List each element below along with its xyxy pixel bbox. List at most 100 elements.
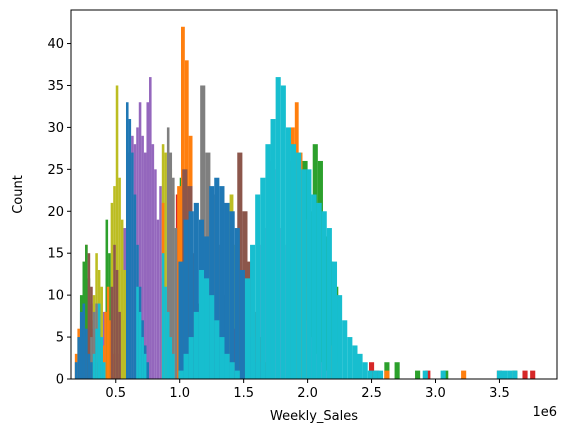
x-tick-label: 1.5 xyxy=(233,386,254,401)
histogram-bar xyxy=(461,370,467,379)
histogram-bar xyxy=(141,135,144,379)
histogram-bar xyxy=(118,177,121,379)
histogram-bar xyxy=(166,311,170,379)
histogram-bar xyxy=(372,370,378,379)
histogram-bar xyxy=(331,261,338,379)
x-tick-label: 2.0 xyxy=(297,386,318,401)
histogram-bar xyxy=(280,85,286,379)
histogram-bar xyxy=(133,194,137,379)
histogram-bar xyxy=(77,337,80,379)
histogram-bar xyxy=(90,362,93,379)
histogram-bar xyxy=(285,127,291,379)
histogram-bar xyxy=(422,370,428,379)
histogram-bar xyxy=(164,286,167,379)
histogram-bar xyxy=(128,119,132,380)
histogram-bar xyxy=(234,370,240,379)
histogram-bar xyxy=(507,370,513,379)
histogram-bar xyxy=(224,353,230,379)
histogram-bar xyxy=(151,144,155,379)
histogram-bar xyxy=(530,370,536,379)
plot-frame xyxy=(70,9,558,380)
histogram-bar xyxy=(106,286,110,379)
histogram-bar xyxy=(149,77,152,379)
histogram-bar xyxy=(95,328,98,379)
histogram-bar xyxy=(102,362,106,379)
histogram-bar xyxy=(115,85,119,379)
histogram-bar xyxy=(244,278,251,379)
histogram-bar xyxy=(188,337,194,379)
histogram-bar xyxy=(143,353,147,379)
histogram-bar xyxy=(183,219,189,379)
histogram-bar xyxy=(229,211,235,379)
histogram-bar xyxy=(169,337,173,379)
histogram-bar xyxy=(87,353,91,379)
histogram-bar xyxy=(115,269,119,379)
histogram-bar xyxy=(113,244,116,379)
histogram-bar xyxy=(118,311,121,379)
histogram-bar xyxy=(362,362,368,379)
histogram-bar xyxy=(193,202,199,379)
histogram-bars xyxy=(74,26,536,380)
histogram-bar xyxy=(204,278,210,379)
histogram-bar xyxy=(120,219,124,379)
histogram-bar xyxy=(440,370,446,379)
y-tick-label: 5 xyxy=(56,331,64,346)
histogram-bar xyxy=(169,152,173,379)
y-tick-label: 10 xyxy=(47,289,64,304)
histogram-bar xyxy=(321,211,327,379)
y-axis-label: Count xyxy=(11,175,26,214)
histogram-bar xyxy=(214,320,220,379)
histogram-bar xyxy=(90,286,93,379)
x-axis-label: Weekly_Sales xyxy=(270,409,358,424)
histogram-bar xyxy=(229,362,235,379)
histogram-bar xyxy=(123,269,126,379)
histogram-bar xyxy=(100,337,103,379)
histogram-bar xyxy=(415,370,421,379)
histogram-bar xyxy=(166,127,170,379)
histogram-bar xyxy=(265,144,271,379)
y-tick-label: 30 xyxy=(47,121,64,136)
histogram-bar xyxy=(178,370,184,379)
histogram-bar xyxy=(352,345,358,379)
histogram-bar xyxy=(270,119,276,380)
histogram-bar xyxy=(82,303,86,379)
histogram-bar xyxy=(141,337,144,379)
histogram-bar xyxy=(159,186,162,379)
histogram-bar xyxy=(125,102,129,379)
histogram-bar xyxy=(496,370,503,379)
histogram-bar xyxy=(146,362,150,379)
x-tick-label: 0.5 xyxy=(105,386,126,401)
histogram-bar xyxy=(85,244,88,379)
histogram-bar xyxy=(219,186,225,379)
histogram-bar xyxy=(138,102,142,379)
histogram-bar xyxy=(178,261,184,379)
histogram-bar xyxy=(172,353,175,379)
histogram-bar xyxy=(255,194,261,379)
x-tick-label: 3.5 xyxy=(489,386,510,401)
histogram-bar xyxy=(183,353,189,379)
histogram-bar xyxy=(214,177,220,379)
histogram-bar xyxy=(219,337,225,379)
histogram-bar xyxy=(357,353,363,379)
histogram-bar xyxy=(87,253,91,379)
y-tick-label: 40 xyxy=(47,37,64,52)
histogram-bar xyxy=(104,311,107,379)
histogram-series-10 xyxy=(92,77,518,380)
y-axis-ticks: 0 5 10 15 20 25 30 35 40 xyxy=(47,37,71,388)
histogram-bar xyxy=(209,295,215,379)
y-tick-label: 35 xyxy=(47,79,64,94)
histogram-bar xyxy=(74,362,78,379)
histogram-bar xyxy=(143,152,147,379)
histogram-bar xyxy=(110,286,114,379)
histogram-bar xyxy=(311,194,317,379)
histogram-bar xyxy=(79,311,83,379)
histogram-bar xyxy=(92,311,96,379)
y-tick-label: 15 xyxy=(47,247,64,262)
histogram-bar xyxy=(172,177,175,379)
histogram-bar xyxy=(193,311,199,379)
histogram-bar xyxy=(224,202,230,379)
y-tick-label: 0 xyxy=(56,373,64,388)
y-tick-label: 25 xyxy=(47,163,64,178)
histogram-bar xyxy=(275,77,281,379)
